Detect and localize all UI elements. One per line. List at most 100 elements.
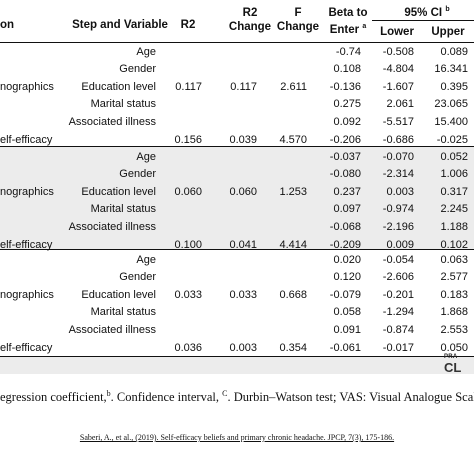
beta-value: 0.058: [333, 306, 361, 319]
ci-upper-value: 2.553: [440, 323, 468, 336]
step-label-self-efficacy: elf-efficacy: [0, 134, 53, 146]
publisher-logo: PRA CL: [444, 354, 462, 375]
ci-lower-value: 0.009: [386, 239, 414, 251]
block-rule-2: [0, 249, 474, 250]
f-change-value: 0.354: [279, 342, 307, 354]
variable-name: Education level: [81, 185, 156, 198]
beta-value: 0.275: [333, 98, 361, 111]
r2-value: 0.033: [174, 288, 202, 301]
ci-upper-value: 1.006: [440, 168, 468, 181]
header-ci: 95% CI b: [404, 6, 450, 19]
variable-name: Gender: [119, 63, 156, 76]
ci-lower-value: -0.054: [382, 254, 414, 266]
footnote: egression coefficient,b. Confidence inte…: [0, 389, 474, 405]
r2-change-value: 0.039: [229, 134, 257, 146]
beta-value: -0.136: [329, 80, 361, 93]
ci-lower-value: -2.196: [382, 220, 414, 233]
header-r2change: R2 Change: [228, 7, 272, 33]
ci-upper-value: 16.341: [434, 63, 468, 76]
variable-name: Education level: [81, 80, 156, 93]
step-label-demographics: nographics: [0, 185, 54, 198]
ci-upper-value: 15.400: [434, 115, 468, 128]
ci-upper-value: 23.065: [434, 98, 468, 111]
ci-upper-value: 2.245: [440, 203, 468, 216]
r2-value: 0.036: [174, 342, 202, 354]
ci-upper-value: 0.050: [440, 342, 468, 354]
variable-name: Education level: [81, 288, 156, 301]
r2-change-value: 0.041: [229, 239, 257, 251]
block-band-4: [0, 356, 474, 374]
header-model: on: [0, 19, 15, 31]
ci-upper-value: 0.317: [440, 185, 468, 198]
r2-value: 0.060: [174, 185, 202, 198]
ci-lower-value: -4.804: [382, 63, 414, 76]
block-rule-1: [0, 146, 474, 147]
variable-name: Marital status: [90, 98, 156, 111]
beta-value: -0.74: [335, 46, 361, 58]
beta-value: 0.237: [333, 185, 361, 198]
ci-lower-value: -2.606: [382, 271, 414, 284]
r2-value: 0.100: [174, 239, 202, 251]
beta-value: 0.120: [333, 271, 361, 284]
variable-name: Age: [136, 254, 156, 266]
ci-upper-value: 0.395: [440, 80, 468, 93]
ci-lower-value: -0.201: [382, 288, 414, 301]
variable-name: Gender: [119, 168, 156, 181]
header-r2: R2: [180, 19, 196, 31]
ci-lower-value: -0.070: [382, 151, 414, 163]
header-step: Step and Variable: [72, 19, 168, 31]
beta-value: -0.068: [329, 220, 361, 233]
ci-upper-value: 2.577: [440, 271, 468, 284]
step-label-demographics: nographics: [0, 288, 54, 301]
variable-name: Marital status: [90, 203, 156, 216]
beta-value: -0.079: [329, 288, 361, 301]
r2-change-value: 0.033: [229, 288, 257, 301]
ci-lower-value: -0.017: [382, 342, 414, 354]
ci-lower-value: -0.874: [382, 323, 414, 336]
ci-lower-value: -1.607: [382, 80, 414, 93]
block-band-2: [0, 146, 474, 249]
step-label-self-efficacy: elf-efficacy: [0, 239, 53, 251]
r2-change-value: 0.060: [229, 185, 257, 198]
ci-upper-value: 1.868: [440, 306, 468, 319]
ci-upper-value: 1.188: [440, 220, 468, 233]
bottom-rule: [0, 356, 474, 357]
ci-lower-value: -0.508: [382, 46, 414, 58]
ci-lower-value: 0.003: [386, 185, 414, 198]
step-label-self-efficacy: elf-efficacy: [0, 342, 53, 354]
variable-name: Associated illness: [68, 323, 156, 336]
beta-value: 0.092: [333, 115, 361, 128]
beta-value: 0.091: [333, 323, 361, 336]
beta-value: 0.108: [333, 63, 361, 76]
beta-value: -0.206: [329, 134, 361, 146]
r2-value: 0.156: [174, 134, 202, 146]
ci-lower-value: -5.517: [382, 115, 414, 128]
beta-value: -0.209: [329, 239, 361, 251]
ci-lower-value: 2.061: [386, 98, 414, 111]
header-lower: Lower: [380, 26, 414, 38]
citation: Saberi, A., et al., (2019). Self-efficac…: [79, 433, 395, 442]
f-change-value: 0.668: [279, 288, 307, 301]
ci-upper-value: 0.102: [440, 239, 468, 251]
beta-value: -0.037: [329, 151, 361, 163]
header-rule: [0, 42, 474, 43]
header-beta: Beta to Enter a: [328, 7, 368, 36]
ci-lower-value: -2.314: [382, 168, 414, 181]
f-change-value: 2.611: [280, 80, 307, 93]
variable-name: Associated illness: [68, 220, 156, 233]
ci-lower-value: -1.294: [382, 306, 414, 319]
ci-upper-value: -0.025: [436, 134, 468, 146]
f-change-value: 1.253: [279, 185, 307, 198]
ci-lower-value: -0.686: [382, 134, 414, 146]
ci-lower-value: -0.974: [382, 203, 414, 216]
variable-name: Gender: [119, 271, 156, 284]
variable-name: Associated illness: [68, 115, 156, 128]
f-change-value: 4.414: [279, 239, 307, 251]
variable-name: Marital status: [90, 306, 156, 319]
ci-upper-value: 0.052: [440, 151, 468, 163]
beta-value: 0.020: [333, 254, 361, 266]
r2-value: 0.117: [175, 80, 202, 93]
variable-name: Age: [136, 46, 156, 58]
step-label-demographics: nographics: [0, 80, 54, 93]
beta-value: -0.061: [329, 342, 361, 354]
